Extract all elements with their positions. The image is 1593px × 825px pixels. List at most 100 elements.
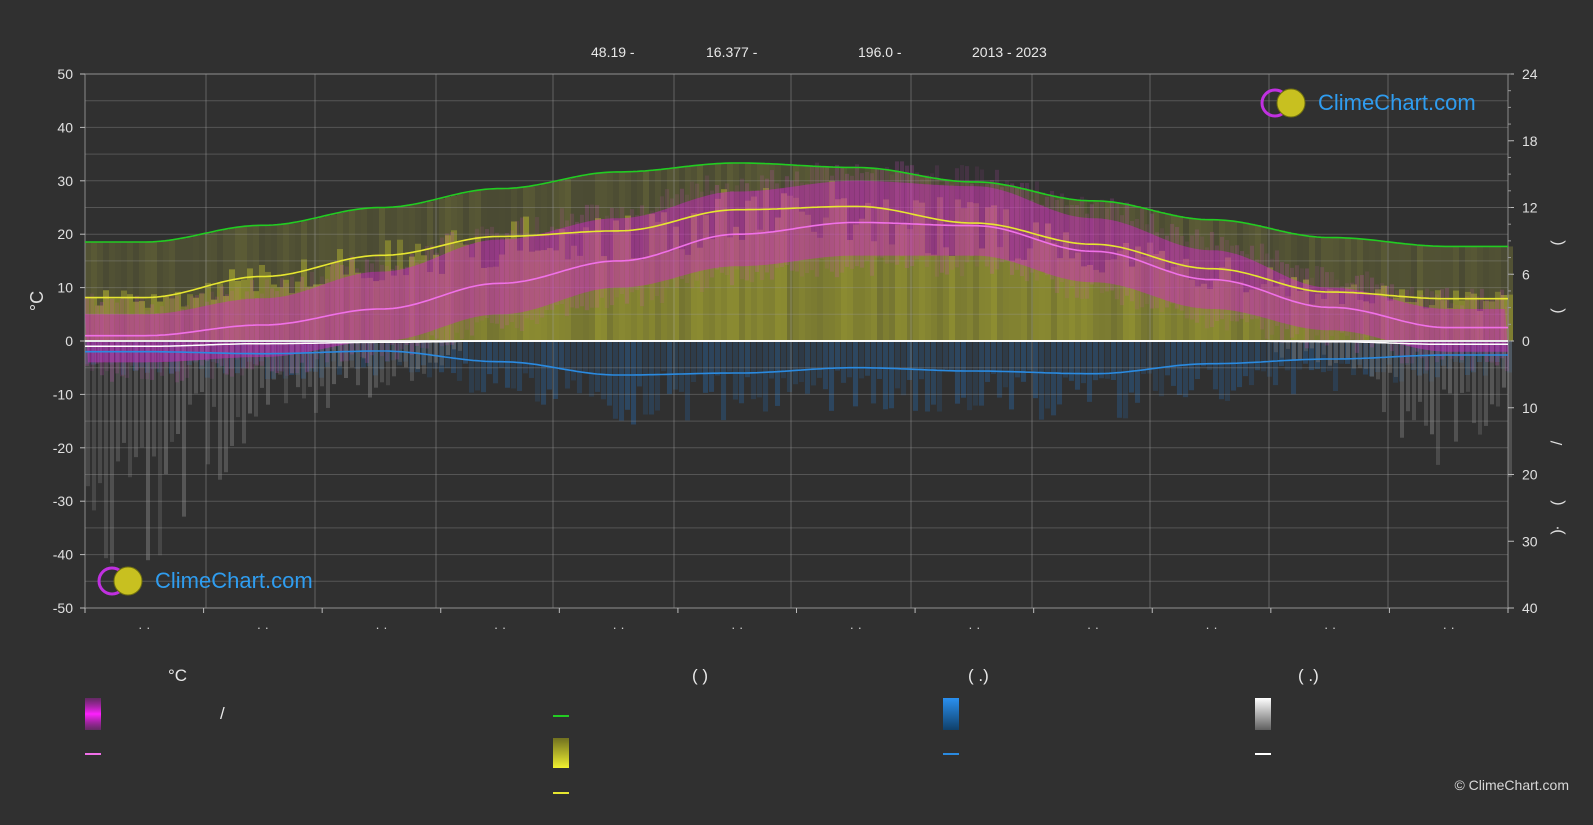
sunshine-bar: [1411, 302, 1417, 341]
series-line-mean_temp: [85, 221, 1508, 337]
temp-range-bar: [1420, 295, 1424, 359]
precip-bar: [1081, 341, 1086, 384]
daylight-bar: [439, 198, 445, 341]
sunshine-bar: [1219, 266, 1225, 341]
sunshine-bar: [1273, 286, 1279, 341]
daylight-bar: [325, 215, 331, 341]
temp-range-bar: [860, 173, 864, 268]
sunshine-bar: [1177, 263, 1183, 341]
sunshine-bar: [1261, 284, 1267, 341]
logo-bottom: ClimeChart.com: [95, 564, 313, 598]
temp-range-bar: [425, 245, 429, 349]
sunshine-bar: [583, 227, 589, 341]
precip-bar: [859, 341, 864, 379]
right-tick-label: 30: [1522, 533, 1538, 549]
daylight-bar: [1315, 236, 1321, 341]
precip-bar: [1243, 341, 1248, 377]
temp-range-bar: [1150, 213, 1154, 309]
legend-swatch-temp-range: [85, 698, 101, 730]
sunshine-bar: [133, 301, 139, 341]
sunshine-bar: [937, 197, 943, 341]
precip-bar: [1303, 341, 1308, 364]
daylight-bar: [1099, 200, 1105, 341]
snow-bar: [392, 341, 396, 377]
temp-range-bar: [230, 290, 234, 377]
sunshine-bar: [331, 263, 337, 341]
snow-bar: [380, 341, 384, 383]
sunshine-bar: [619, 232, 625, 341]
precip-bar: [853, 341, 858, 407]
sunshine-bar: [1231, 282, 1237, 341]
snow-bar: [1484, 341, 1488, 426]
precip-bar: [1231, 341, 1236, 391]
sunshine-bar: [613, 220, 619, 341]
daylight-bar: [1447, 246, 1453, 341]
snow-bar: [1394, 341, 1398, 377]
temp-range-bar: [1355, 275, 1359, 353]
precip-bar: [307, 341, 312, 372]
precip-bar: [1027, 341, 1032, 371]
temp-range-bar: [1455, 304, 1459, 358]
sunshine-bar: [1147, 242, 1153, 341]
snow-bar: [1358, 341, 1362, 369]
temp-range-bar: [950, 184, 954, 270]
sunshine-bar: [91, 297, 97, 341]
temp-range-bar: [595, 205, 599, 308]
snow-bar: [1280, 341, 1284, 358]
precip-bar: [427, 341, 432, 378]
daylight-bar: [1171, 214, 1177, 341]
precip-bar: [751, 341, 756, 400]
sunshine-bar: [337, 249, 343, 341]
precip-bar: [871, 341, 876, 404]
temp-range-bar: [885, 166, 889, 264]
left-tick-label: -30: [53, 493, 73, 509]
sunshine-bar: [871, 241, 877, 341]
temp-range-bar: [90, 293, 94, 371]
precip-bar: [1189, 341, 1194, 391]
daylight-bar: [97, 241, 103, 341]
sunshine-bar: [1291, 277, 1297, 341]
sunshine-bar: [1105, 259, 1111, 341]
temp-range-bar: [1430, 291, 1434, 355]
temp-range-bar: [975, 166, 979, 267]
temp-range-bar: [755, 190, 759, 272]
precip-bar: [1033, 341, 1038, 399]
daylight-bar: [1111, 201, 1117, 341]
daylight-bar: [487, 189, 493, 341]
temp-range-bar: [470, 244, 474, 336]
snow-bar: [1286, 341, 1290, 349]
sunshine-bar: [793, 197, 799, 341]
snow-bar: [1328, 341, 1332, 366]
daylight-bar: [787, 164, 793, 341]
sunshine-bar: [85, 298, 91, 341]
precip-bar: [985, 341, 990, 382]
temp-range-bar: [790, 180, 794, 271]
precip-bar: [1495, 341, 1500, 363]
snow-bar: [194, 341, 198, 394]
sunshine-bar: [985, 207, 991, 341]
snow-bar: [1352, 341, 1356, 369]
sunshine-bar: [787, 195, 793, 341]
precip-bar: [895, 341, 900, 389]
temp-range-bar: [480, 226, 484, 321]
temp-range-bar: [145, 310, 149, 380]
precip-bar: [1333, 341, 1338, 391]
snow-bar: [230, 341, 234, 446]
snow-bar: [458, 341, 462, 351]
temp-range-bar: [265, 279, 269, 358]
precip-bar: [679, 341, 684, 392]
daylight-bar: [367, 208, 373, 341]
temp-range-bar: [1490, 298, 1494, 363]
temp-range-bar: [805, 183, 809, 274]
sunshine-bar: [1459, 300, 1465, 341]
sunshine-bar: [559, 229, 565, 341]
header-latitude: 48.19 -: [591, 44, 635, 60]
sunshine-bar: [505, 238, 511, 341]
daylight-bar: [1387, 241, 1393, 341]
daylight-bar: [1309, 236, 1315, 341]
daylight-bar: [181, 238, 187, 341]
precip-bar: [1279, 341, 1284, 367]
sunshine-bar: [1129, 266, 1135, 341]
daylight-bar: [151, 241, 157, 341]
snow-bar: [176, 341, 180, 435]
